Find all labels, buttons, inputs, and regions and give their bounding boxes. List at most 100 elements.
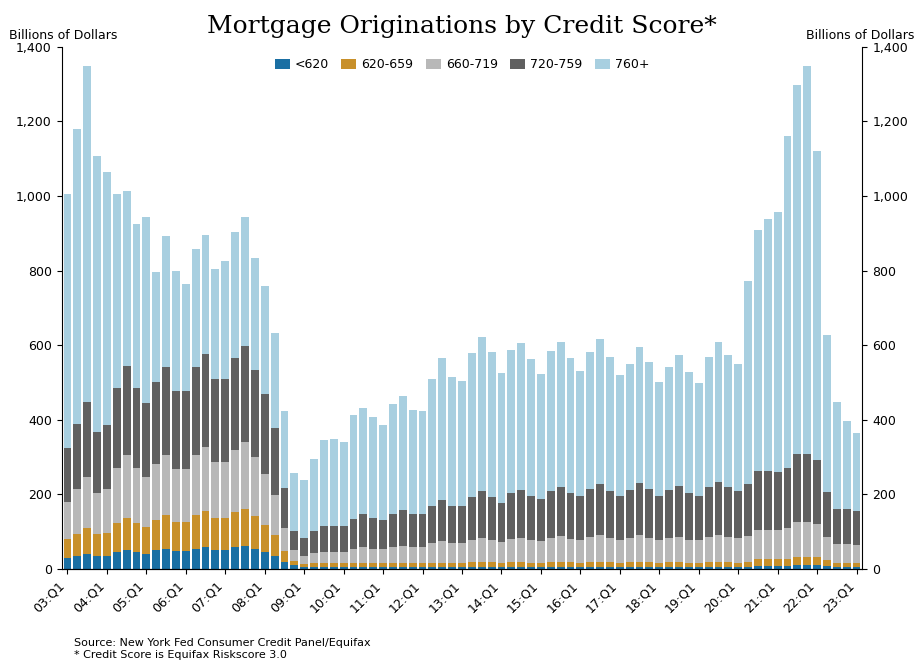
Bar <box>517 538 525 562</box>
Bar <box>83 554 91 569</box>
Bar <box>705 357 712 487</box>
Bar <box>93 432 101 493</box>
Bar <box>290 473 298 531</box>
Bar <box>152 550 160 569</box>
Bar <box>281 488 288 528</box>
Bar <box>251 516 259 548</box>
Bar <box>468 568 476 569</box>
Bar <box>773 471 782 530</box>
Bar <box>833 402 841 509</box>
Legend: <620, 620-659, 660-719, 720-759, 760+: <620, 620-659, 660-719, 720-759, 760+ <box>274 58 650 72</box>
Bar <box>596 339 604 484</box>
Bar <box>261 286 269 394</box>
Bar <box>152 520 160 550</box>
Bar <box>192 249 200 367</box>
Bar <box>843 544 851 563</box>
Bar <box>132 552 140 569</box>
Bar <box>714 562 723 568</box>
Bar <box>113 523 121 552</box>
Bar <box>705 487 712 536</box>
Bar <box>320 564 328 568</box>
Bar <box>556 536 565 562</box>
Bar <box>468 353 476 497</box>
Bar <box>320 526 328 552</box>
Bar <box>419 547 427 564</box>
Bar <box>616 540 624 563</box>
Bar <box>577 540 584 563</box>
Bar <box>735 563 742 568</box>
Bar <box>636 536 643 562</box>
Bar <box>813 460 821 524</box>
Bar <box>231 450 239 512</box>
Bar <box>212 379 219 461</box>
Bar <box>478 538 486 562</box>
Bar <box>813 566 821 569</box>
Bar <box>517 343 525 490</box>
Bar <box>685 540 693 563</box>
Bar <box>123 550 130 569</box>
Bar <box>201 547 210 569</box>
Bar <box>478 491 486 538</box>
Bar <box>231 231 239 358</box>
Bar <box>429 544 436 563</box>
Bar <box>448 544 456 563</box>
Bar <box>241 509 249 546</box>
Bar <box>349 548 358 564</box>
Bar <box>271 333 278 428</box>
Bar <box>162 367 170 455</box>
Bar <box>212 461 219 518</box>
Bar <box>359 547 368 564</box>
Bar <box>705 562 712 568</box>
Bar <box>64 558 71 569</box>
Bar <box>379 568 387 569</box>
Bar <box>330 438 337 526</box>
Bar <box>596 562 604 568</box>
Bar <box>794 566 801 569</box>
Bar <box>566 357 575 493</box>
Bar <box>685 568 693 569</box>
Bar <box>724 562 732 568</box>
Bar <box>320 568 328 569</box>
Bar <box>813 151 821 460</box>
Bar <box>359 408 368 514</box>
Bar <box>843 563 851 568</box>
Bar <box>349 519 358 548</box>
Bar <box>803 557 811 566</box>
Bar <box>251 548 259 569</box>
Bar <box>389 514 397 547</box>
Bar <box>764 566 772 569</box>
Bar <box>507 568 516 569</box>
Bar <box>359 564 368 568</box>
Bar <box>705 568 712 569</box>
Bar <box>735 538 742 563</box>
Bar <box>744 562 752 568</box>
Bar <box>626 538 634 562</box>
Bar <box>833 509 841 544</box>
Bar <box>685 372 693 493</box>
Bar <box>587 568 594 569</box>
Bar <box>73 424 81 489</box>
Bar <box>813 524 821 557</box>
Bar <box>172 469 180 522</box>
Bar <box>162 237 170 367</box>
Bar <box>222 461 229 518</box>
Bar <box>517 568 525 569</box>
Bar <box>408 547 417 564</box>
Bar <box>587 489 594 538</box>
Bar <box>606 562 614 568</box>
Bar <box>172 551 180 569</box>
Bar <box>142 403 151 477</box>
Bar <box>784 136 792 468</box>
Bar <box>290 561 298 566</box>
Bar <box>577 563 584 568</box>
Text: Billions of Dollars: Billions of Dollars <box>806 29 915 42</box>
Bar <box>399 568 407 569</box>
Bar <box>458 544 466 563</box>
Bar <box>73 129 81 424</box>
Bar <box>764 530 772 560</box>
Bar <box>132 223 140 388</box>
Bar <box>537 563 545 568</box>
Bar <box>695 540 702 563</box>
Bar <box>507 562 516 568</box>
Bar <box>695 563 702 568</box>
